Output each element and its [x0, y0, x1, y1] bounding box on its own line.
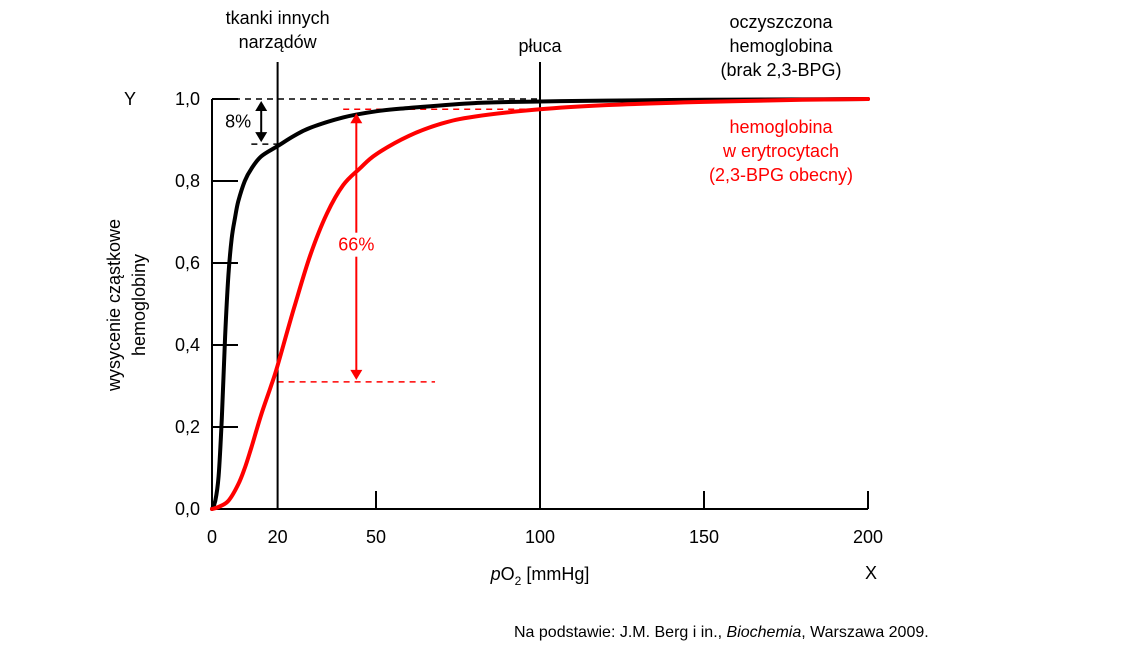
- annotation-arrowhead: [255, 132, 268, 143]
- marker-label: płuca: [518, 36, 562, 56]
- series-label: oczyszczona: [729, 12, 833, 32]
- series-label: hemoglobina: [729, 117, 833, 137]
- y-axis-label: wysycenie cząstkowe: [104, 219, 124, 392]
- text-layer: tkanki innych narządów płuca 0,0 0,2 0,4 0,6 0,…: [104, 8, 883, 588]
- series-label: (brak 2,3-BPG): [720, 60, 841, 80]
- axes-layer: [211, 62, 869, 510]
- x-axis-label: pO2 [mmHg]: [490, 564, 590, 588]
- source-title: Biochemia: [726, 624, 802, 641]
- series-label: w erytrocytach: [722, 141, 839, 161]
- annotation-label-bg: [330, 232, 383, 257]
- reference-layer: [212, 98, 540, 383]
- x-axis-letter: X: [865, 563, 877, 583]
- annotation-arrowhead: [350, 113, 363, 124]
- y-axis-label: hemoglobiny: [129, 254, 149, 356]
- source-citation: Na podstawie: J.M. Berg i in., Biochemia…: [514, 624, 929, 642]
- series-line: [210, 97, 870, 511]
- y-tick-label: 0,2: [175, 417, 200, 437]
- annotation-layer: [255, 101, 383, 380]
- y-tick-label: 0,8: [175, 171, 200, 191]
- annotation-arrowhead: [255, 101, 268, 111]
- x-tick-label: 150: [689, 527, 719, 547]
- y-axis-letter: Y: [124, 89, 136, 109]
- x-tick-label: 50: [366, 527, 386, 547]
- series-line: [210, 97, 870, 511]
- x-tick-label: 100: [525, 527, 555, 547]
- annotation-label: 66%: [338, 235, 374, 255]
- marker-label: narządów: [239, 32, 318, 52]
- series-label: (2,3-BPG obecny): [709, 165, 853, 185]
- annotation-label: 8%: [225, 112, 251, 132]
- series-layer: [210, 97, 870, 511]
- x-tick-label: 200: [853, 527, 883, 547]
- x-tick-label: 0: [207, 527, 217, 547]
- y-tick-label: 0,6: [175, 253, 200, 273]
- source-suffix: , Warszawa 2009.: [801, 624, 929, 641]
- series-label: hemoglobina: [729, 36, 833, 56]
- y-tick-label: 1,0: [175, 89, 200, 109]
- y-tick-label: 0,0: [175, 499, 200, 519]
- marker-label: tkanki innych: [226, 8, 330, 28]
- source-prefix: Na podstawie: J.M. Berg i in.,: [514, 624, 727, 641]
- y-tick-label: 0,4: [175, 335, 200, 355]
- x-tick-label: 20: [268, 527, 288, 547]
- annotation-arrowhead: [350, 369, 363, 380]
